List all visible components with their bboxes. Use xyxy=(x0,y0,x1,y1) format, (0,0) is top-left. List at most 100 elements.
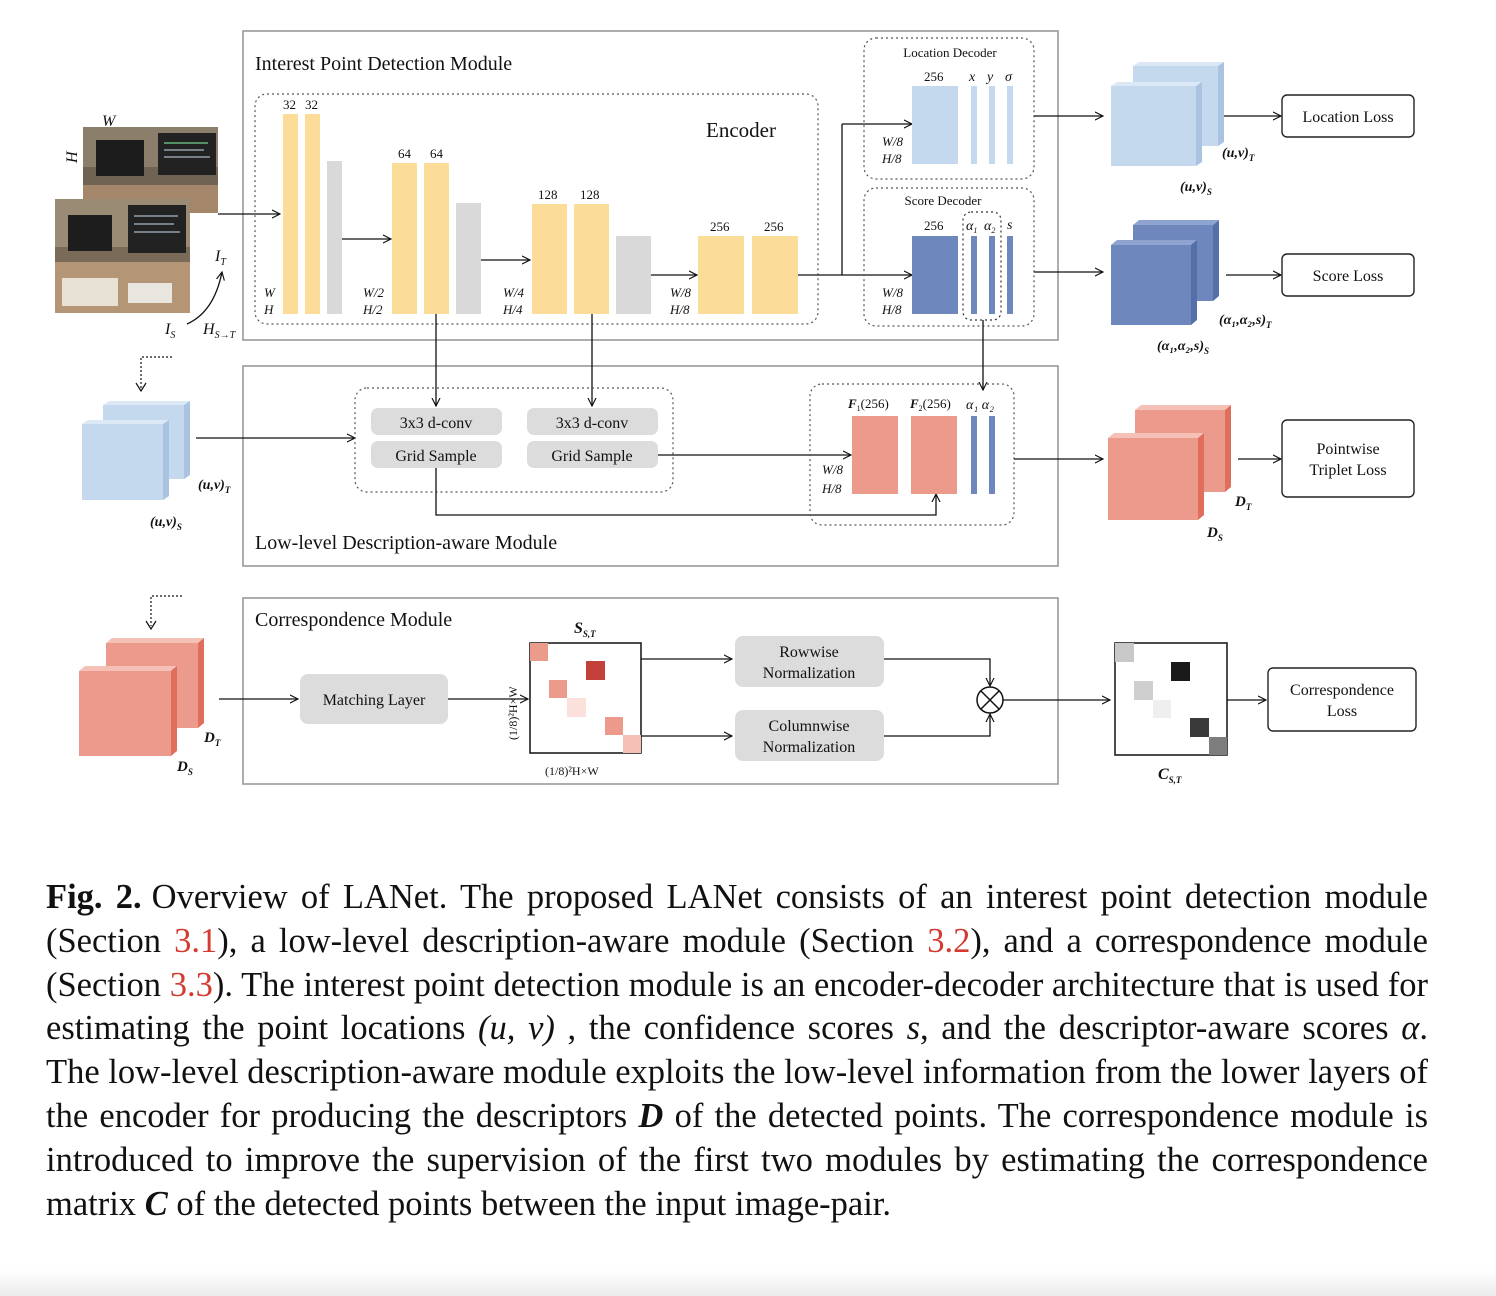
caption-text: . The low-level description-aware module… xyxy=(46,1009,1428,1135)
channel-label: 64 xyxy=(430,146,444,161)
alpha-dotted-box xyxy=(962,211,1002,321)
figure-label: Fig. 2. xyxy=(46,878,142,916)
dotted-feed-arrowhead xyxy=(145,620,157,631)
uv-t-label: (u,v)T xyxy=(198,478,231,495)
homography-arrow xyxy=(186,272,222,325)
dim-label: W/8 xyxy=(882,134,903,149)
grid-to-f2-arrow xyxy=(435,468,936,516)
matrix-cell xyxy=(1153,700,1171,718)
dim-label: W/4 xyxy=(503,285,524,300)
matching-layer-label: Matching Layer xyxy=(323,692,426,709)
matrix-cell xyxy=(586,661,605,680)
columnwise-to-multiply-arrow xyxy=(884,714,990,737)
input-width-label: W xyxy=(102,113,117,130)
channel-label: 256 xyxy=(710,219,730,234)
location-channel-label: 256 xyxy=(924,69,944,84)
matrix-axis-label: (1/8)²H×W xyxy=(545,764,599,778)
alpha2-map xyxy=(989,236,995,314)
matrix-cell xyxy=(1115,643,1134,662)
location-y-map xyxy=(989,86,995,164)
section-link[interactable]: 3.2 xyxy=(927,921,971,960)
channel-label: 256 xyxy=(764,219,784,234)
rowwise-norm-line1: Rowwise xyxy=(779,644,839,661)
matrix-cell xyxy=(530,643,548,661)
caption-text: ), and a correspondence module (Section xyxy=(46,921,1428,1004)
location-sigma-map xyxy=(1007,86,1013,164)
section-link[interactable]: 3.1 xyxy=(174,921,218,960)
dim-label: W xyxy=(264,285,276,300)
uv-s-label: (u,v)S xyxy=(150,515,182,532)
descriptor-dotted-box xyxy=(809,383,1015,526)
score-feature-map xyxy=(912,236,958,314)
score-decoder-title: Score Decoder xyxy=(905,193,983,208)
section-link[interactable]: 3.3 xyxy=(169,965,213,1004)
matrix-axis-label: (1/8)²H×W xyxy=(506,686,520,740)
dim-label: H xyxy=(263,302,274,317)
channel-label: 32 xyxy=(283,97,296,112)
uv-cube-source xyxy=(82,420,169,500)
channel-label: 32 xyxy=(305,97,318,112)
location-x-map xyxy=(971,86,977,164)
d-s-label: DS xyxy=(1206,525,1223,543)
s-label: s xyxy=(1007,218,1013,233)
s-symbol: s xyxy=(906,1009,920,1048)
columnwise-norm-block xyxy=(735,710,884,761)
interest-point-module-title: Interest Point Detection Module xyxy=(255,53,512,75)
dconv-block-1 xyxy=(371,408,502,435)
alpha2-map xyxy=(989,416,995,494)
caption-text: Overview of LANet. The proposed LANet co… xyxy=(46,878,1428,960)
bottom-edge-shade xyxy=(0,1270,1496,1296)
interest-point-module-frame xyxy=(242,30,1059,341)
sigma-label: σ xyxy=(1005,70,1013,85)
homography-label: HS→T xyxy=(202,321,237,341)
score-channel-label: 256 xyxy=(924,218,944,233)
d-t-label: DT xyxy=(203,730,221,748)
alpha1-map xyxy=(971,236,977,314)
f2-label: F2(256) xyxy=(909,396,951,413)
correspondence-module-frame xyxy=(242,597,1059,785)
matrix-cell xyxy=(1134,681,1153,700)
channel-label: 64 xyxy=(398,146,412,161)
caption-text: of the detected points between the input… xyxy=(167,1184,892,1223)
dim-label: H/8 xyxy=(669,302,690,317)
correspondence-loss-box xyxy=(1267,667,1417,732)
dim-label: H/4 xyxy=(502,302,523,317)
dim-label: W/8 xyxy=(822,462,843,477)
low-level-module-frame xyxy=(242,365,1059,567)
encoder-conv-32b xyxy=(305,114,320,314)
encoder-conv-32a xyxy=(283,114,298,314)
rowwise-norm-line2: Normalization xyxy=(763,665,855,682)
correspondence-loss-line2: Loss xyxy=(1327,703,1357,720)
matrix-cell xyxy=(1171,662,1190,681)
correspondence-matrix-label: CS,T xyxy=(1158,766,1182,785)
alpha1-map xyxy=(971,416,977,494)
alpha1-label: α1 xyxy=(966,219,977,235)
descriptor-cube-source xyxy=(1108,433,1204,520)
score-cube-source xyxy=(1111,240,1197,325)
caption-text: , the confidence scores xyxy=(554,1009,907,1048)
channel-label: 128 xyxy=(538,187,558,202)
encoder-dotted-box xyxy=(254,93,819,325)
desc-cube-source xyxy=(79,666,177,756)
figure-caption: Fig. 2. Overview of LANet. The proposed L… xyxy=(46,876,1428,1226)
matrix-cell xyxy=(1209,737,1227,755)
target-image-label: IT xyxy=(214,248,227,268)
source-image-label: IS xyxy=(164,321,175,341)
encoder-conv-128a xyxy=(532,204,567,314)
c-symbol: C xyxy=(144,1184,168,1223)
dconv-dotted-box xyxy=(354,387,674,493)
matching-layer-block xyxy=(300,674,448,724)
d-s-label: DS xyxy=(176,759,193,777)
rowwise-norm-block xyxy=(735,636,884,687)
uv-t-label: (u,v)T xyxy=(1222,146,1255,163)
f1-label: F1(256) xyxy=(847,396,889,413)
dim-label: W/8 xyxy=(882,285,903,300)
dconv-label: 3x3 d-conv xyxy=(400,415,472,432)
encoder-pool-2 xyxy=(456,203,481,314)
grid-sample-block-1 xyxy=(371,441,502,468)
input-image-source xyxy=(55,199,190,313)
alpha12-label: α₁ α₂ xyxy=(966,398,994,413)
rowwise-to-multiply-arrow xyxy=(884,658,990,686)
triplet-loss-line1: Pointwise xyxy=(1316,441,1379,458)
uv-symbol: (u, v) xyxy=(478,1009,555,1048)
